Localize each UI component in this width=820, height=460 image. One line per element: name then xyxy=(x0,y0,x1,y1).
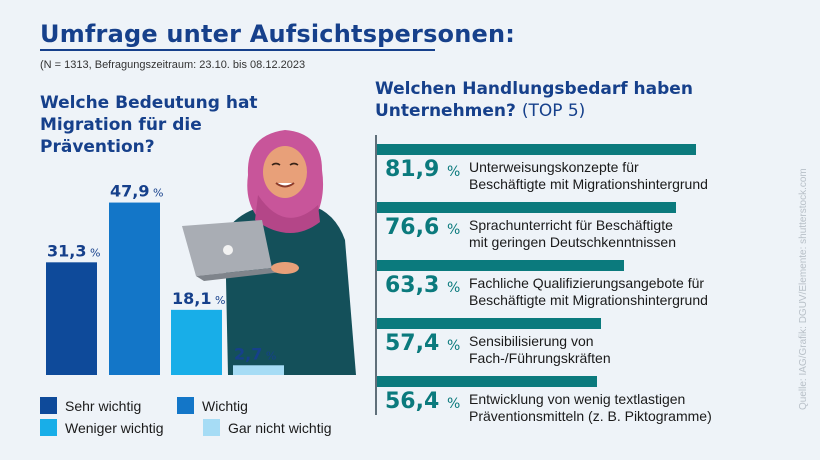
legend-swatch xyxy=(40,397,57,414)
page-title: Umfrage unter Aufsichtspersonen: xyxy=(40,20,516,48)
need-bar xyxy=(377,260,624,271)
need-category-label: Fachliche Qualifizierungsangebote für Bes… xyxy=(469,275,708,308)
legend-item-weniger-wichtig: Weniger wichtig xyxy=(40,419,164,436)
legend-label: Sehr wichtig xyxy=(65,397,142,414)
need-row: 76,6 % Sprachunterricht für Beschäftigte m… xyxy=(377,193,777,250)
need-bar xyxy=(377,318,601,329)
need-category-label: Unterweisungskonzepte für Beschäftigte mi… xyxy=(469,159,708,192)
bar-value-label: 31,3 % xyxy=(47,241,100,260)
legend-item-sehr-wichtig: Sehr wichtig xyxy=(40,397,141,414)
need-category-label: Entwicklung von wenig textlastigen Präven… xyxy=(469,391,712,424)
need-row: 81,9 % Unterweisungskonzepte für Beschäfti… xyxy=(377,135,777,192)
bar-2 xyxy=(171,309,222,375)
need-row: 63,3 % Fachliche Qualifizierungsangebote … xyxy=(377,251,777,308)
need-value-label: 57,4 % xyxy=(385,331,461,356)
legend-swatch xyxy=(40,419,57,436)
need-row: 56,4 % Entwicklung von wenig textlastigen… xyxy=(377,367,777,424)
need-value-label: 76,6 % xyxy=(385,215,461,240)
source-credit: Quelle: IAG/Grafik: DGUV/Elemente: shutt… xyxy=(798,168,809,410)
right-chart-title-main: Welchen Handlungsbedarf haben Unternehme… xyxy=(375,79,693,121)
woman-with-laptop-illustration xyxy=(182,130,356,375)
need-bar xyxy=(377,202,676,213)
bars-group: 31,3 % 47,9 % 18,1 % 2,7 % xyxy=(46,182,284,375)
bar-0 xyxy=(46,262,97,375)
legend-swatch xyxy=(177,397,194,414)
legend-swatch xyxy=(203,419,220,436)
bar-value-label: 47,9 % xyxy=(110,182,163,201)
title-underline xyxy=(40,49,435,51)
need-bar xyxy=(377,376,597,387)
legend-label: Weniger wichtig xyxy=(65,419,164,436)
legend-item-wichtig: Wichtig xyxy=(177,397,248,414)
bar-1 xyxy=(109,202,160,375)
need-value-label: 56,4 % xyxy=(385,389,461,414)
need-bar xyxy=(377,144,697,155)
left-chart-title: Welche Bedeutung hat Migration für die P… xyxy=(40,93,258,157)
bar-3 xyxy=(233,365,284,375)
need-value-label: 63,3 % xyxy=(385,273,461,298)
right-chart-title: Welchen Handlungsbedarf haben Unternehme… xyxy=(375,78,705,122)
need-category-label: Sprachunterricht für Beschäftigte mit ger… xyxy=(469,217,677,250)
need-category-label: Sensibilisierung von Fach-/Führungskräfte… xyxy=(469,333,611,366)
legend-label: Gar nicht wichtig xyxy=(228,419,332,436)
need-row: 57,4 % Sensibilisierung von Fach-/Führungs… xyxy=(377,309,777,366)
right-chart-title-sub: (TOP 5) xyxy=(521,101,586,121)
legend-item-gar-nicht-wichtig: Gar nicht wichtig xyxy=(203,419,331,436)
bar-value-label: 2,7 % xyxy=(234,344,276,363)
bar-value-label: 18,1 % xyxy=(172,289,225,308)
survey-meta: (N = 1313, Befragungszeitraum: 23.10. bi… xyxy=(40,59,306,71)
axis-line xyxy=(375,135,377,415)
legend-label: Wichtig xyxy=(202,397,248,414)
need-value-label: 81,9 % xyxy=(385,157,461,182)
needs-bar-chart: 81,9 % Unterweisungskonzepte für Beschäfti… xyxy=(375,135,775,425)
